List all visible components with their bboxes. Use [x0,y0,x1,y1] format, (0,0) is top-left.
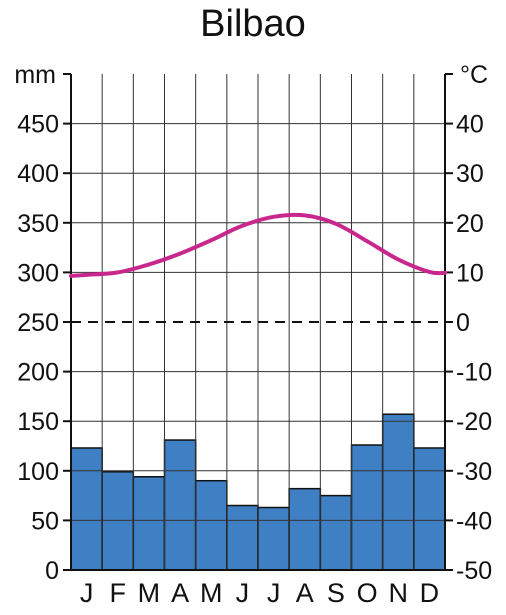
chart-title: Bilbao [200,3,306,45]
month-label: A [171,578,189,608]
month-label: D [420,578,440,608]
month-label: J [267,578,281,608]
month-label: J [236,578,250,608]
precip-bar-10 [350,444,384,571]
month-label: A [296,578,314,608]
month-label: M [138,578,161,608]
left-tick-label: 450 [17,111,59,139]
precip-bar-5 [194,479,228,571]
left-tick-label: 50 [31,507,59,535]
month-label: J [80,578,94,608]
right-tick-label: -20 [456,408,492,436]
precip-bar-9 [319,494,353,571]
month-label: M [200,578,223,608]
grid-lines [71,74,445,570]
month-label: N [389,578,409,608]
left-axis-unit: mm [14,61,56,89]
precip-bar-12 [413,447,446,571]
left-tick-label: 0 [45,557,59,585]
month-label: O [357,578,378,608]
left-tick-label: 300 [17,259,59,287]
right-tick-label: 40 [456,111,484,139]
right-tick-label: 20 [456,210,484,238]
left-tick-label: 350 [17,210,59,238]
right-tick-label: -30 [456,458,492,486]
right-tick-label: 30 [456,160,484,188]
right-tick-label: 10 [456,259,484,287]
precip-bar-1 [70,447,103,571]
left-tick-label: 100 [17,458,59,486]
left-tick-label: 400 [17,160,59,188]
precip-bar-6 [226,504,259,571]
right-tick-label: -40 [456,507,492,535]
right-tick-label: -10 [456,359,492,387]
precip-bar-11 [381,413,415,571]
precip-bar-7 [257,506,290,571]
month-label: F [110,578,127,608]
right-axis-unit: °C [460,61,488,89]
month-label: S [327,578,345,608]
precipitation-bars [70,413,446,571]
precip-bar-8 [288,487,322,571]
right-tick-label: -50 [456,557,492,585]
right-tick-label: 0 [456,309,470,337]
precip-bar-3 [132,476,166,571]
left-tick-label: 250 [17,309,59,337]
temperature-line [69,212,447,278]
left-tick-label: 150 [17,408,59,436]
precip-bar-4 [163,439,197,571]
axes [63,73,453,571]
axis-labels: 050100150200250300350400450-50-40-30-20-… [17,111,492,608]
left-tick-label: 200 [17,359,59,387]
